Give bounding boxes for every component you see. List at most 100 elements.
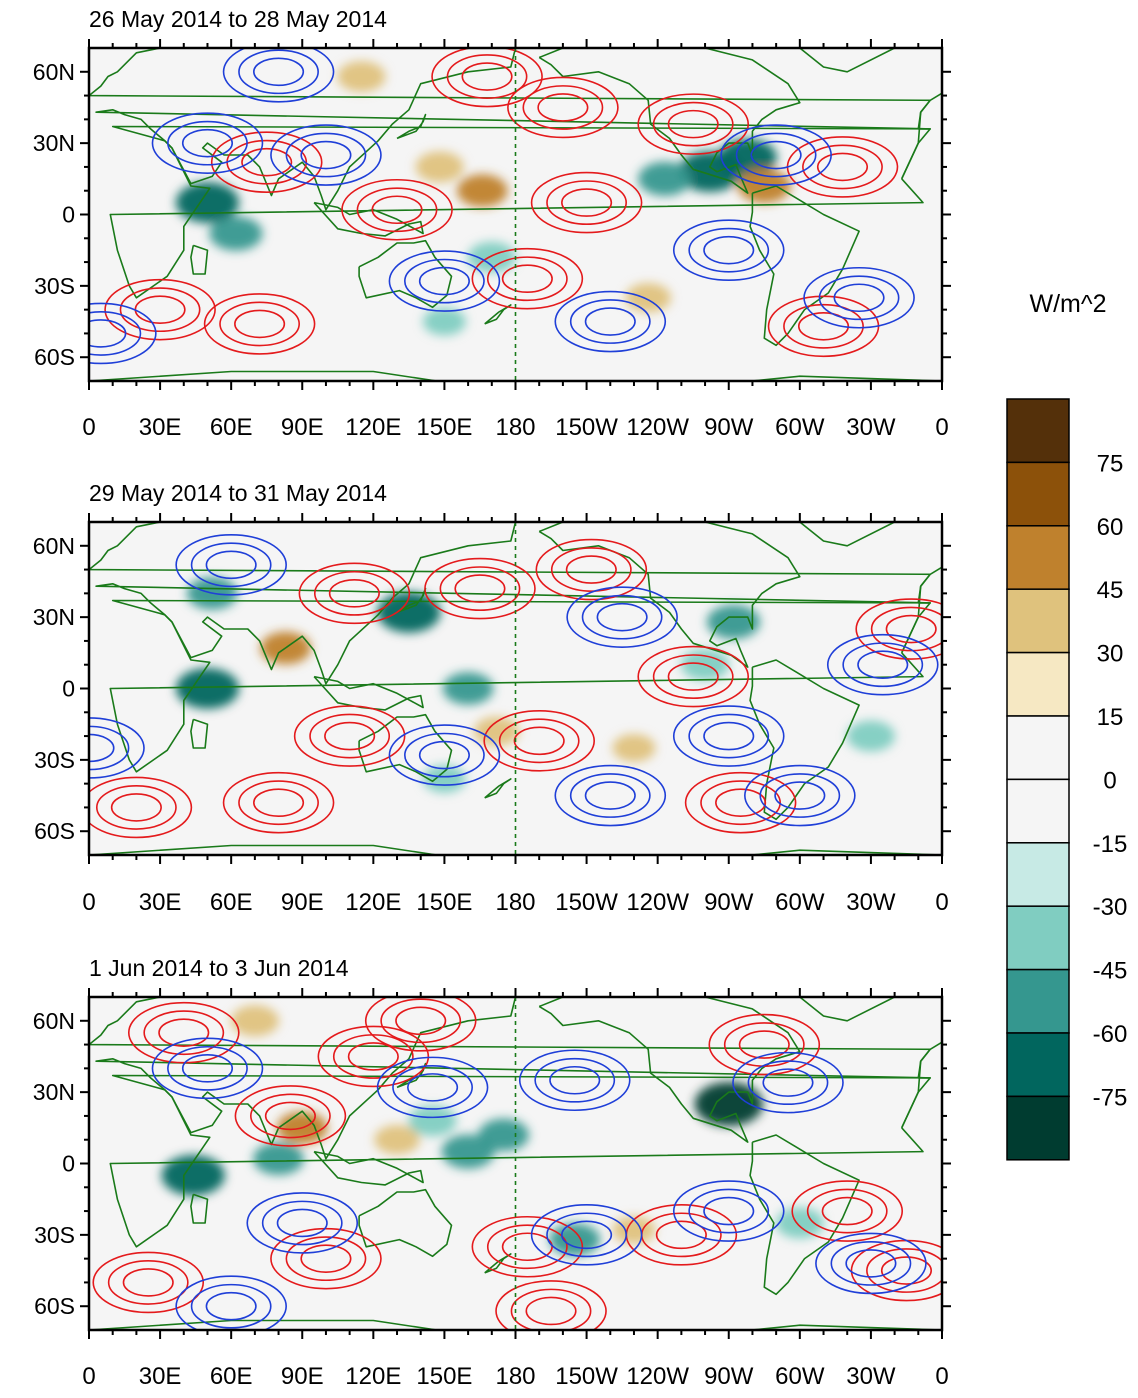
positive-contour-ring [234, 1085, 347, 1147]
negative-contour-ring [392, 1064, 473, 1110]
positive-contour-ring [501, 264, 553, 294]
colorbar: W/m^2 75 60 45 30 15 0 -15 -30 -45 -60 -75 [1006, 290, 1128, 1161]
colorbar-box [1006, 842, 1070, 907]
fill-anomaly [612, 1216, 656, 1244]
negative-contour-ring [554, 764, 667, 827]
positive-contour-ring [439, 566, 521, 612]
coastline-madagascar [190, 244, 209, 275]
panel-2-map [89, 522, 942, 855]
positive-contour-ring [522, 85, 604, 130]
y-tick-label: 60N [33, 59, 75, 85]
negative-contour-ring [89, 717, 145, 779]
positive-contour-ring [317, 1025, 430, 1088]
positive-contour-ring [107, 1260, 189, 1305]
coastline-samerica [749, 185, 860, 347]
positive-contour-ring [92, 1251, 205, 1314]
colorbar-box [1006, 588, 1070, 654]
negative-contour-ring [407, 1073, 459, 1102]
positive-contour-ring [498, 718, 580, 764]
positive-contour-ring [723, 1022, 805, 1067]
coastline-indonesia [313, 201, 424, 237]
positive-contour-ring [203, 293, 316, 355]
positive-contour-ring [371, 195, 423, 225]
colorbar-units: W/m^2 [1029, 290, 1106, 318]
negative-contour-ring [190, 542, 272, 588]
y-tick-label: 60N [33, 1008, 75, 1034]
y-tick-label: 30S [34, 273, 75, 299]
negative-contour-ring [404, 732, 485, 778]
fill-anomaly [625, 283, 672, 313]
x-tick-label: 60W [775, 1363, 825, 1390]
positive-contour-ring [222, 771, 335, 834]
negative-contour-ring [205, 1291, 257, 1321]
negative-contour-ring [190, 1283, 272, 1329]
positive-contour-ring [122, 1268, 174, 1297]
positive-contour-ring [234, 309, 286, 339]
negative-contour-ring [833, 283, 885, 313]
x-tick-label: 0 [935, 889, 948, 916]
positive-contour-ring [495, 1280, 607, 1330]
negative-contour-ring [584, 307, 636, 336]
positive-contour-ring [802, 144, 883, 190]
y-tick-label: 0 [62, 1151, 75, 1177]
fill-anomaly [230, 1005, 279, 1037]
y-tick-label: 60S [34, 1293, 75, 1319]
x-tick-label: 90W [704, 1363, 754, 1390]
fill-anomaly [442, 672, 494, 705]
positive-contour-ring [652, 654, 734, 700]
negative-contour-ring [167, 1045, 248, 1091]
coastline-australia [358, 239, 453, 309]
positive-contour-ring [219, 301, 300, 347]
positive-contour-ring [328, 579, 380, 608]
x-tick-label: 0 [82, 414, 95, 441]
x-tick-label: 60E [210, 889, 253, 916]
negative-contour-ring [857, 650, 909, 680]
positive-contour-ring [561, 188, 613, 217]
coastline-europe-wrap [900, 1041, 942, 1129]
negative-contour-ring [418, 740, 470, 770]
colorbar-label: -30 [1093, 894, 1128, 921]
positive-contour-ring [127, 1001, 240, 1064]
coastline-greenland [799, 522, 896, 547]
positive-contour-ring [309, 713, 391, 759]
negative-contour-ring [561, 1220, 613, 1250]
positive-contour-ring [486, 1224, 568, 1270]
negative-contour-ring [222, 48, 335, 103]
positive-contour-ring [535, 538, 648, 601]
coastline-namerica [538, 48, 801, 194]
positive-contour-ring [471, 1215, 584, 1278]
negative-contour-ring [672, 705, 785, 767]
negative-contour-ring [688, 1188, 770, 1234]
positive-contour-ring [510, 1288, 592, 1330]
negative-contour-ring [735, 132, 817, 178]
negative-contour-ring [747, 1060, 829, 1106]
positive-contour-ring [816, 152, 869, 182]
panel-3-ticks [80, 988, 951, 1339]
positive-contour-ring [667, 662, 719, 691]
x-tick-label: 120E [345, 414, 401, 441]
positive-contour-ring [313, 570, 395, 616]
negative-contour-ring [672, 1180, 785, 1242]
positive-contour-ring [324, 721, 376, 751]
coastline-indonesia [313, 1150, 424, 1186]
positive-contour-ring [530, 171, 643, 234]
negative-contour-ring [151, 1037, 264, 1100]
positive-contour-ring [715, 788, 767, 817]
positive-contour-ring [454, 574, 506, 603]
panel-2-x-tick-labels: 0 30E 60E 90E 120E 150E 180 150W 120W 90W 60W 30W 0 [82, 889, 948, 916]
colorbar-box [1006, 1095, 1070, 1161]
positive-contour-ring [806, 1188, 888, 1234]
positive-contour-ring [880, 1256, 933, 1285]
panel-2-ticks [80, 513, 951, 864]
negative-contour-ring [845, 1249, 897, 1278]
negative-contour-ring [246, 1192, 359, 1254]
coastline-australia [358, 713, 453, 783]
positive-contour-ring [119, 287, 201, 333]
positive-contour-ring [652, 101, 734, 147]
negative-contour-ring [404, 258, 485, 304]
positive-contour-ring [525, 1296, 577, 1326]
y-tick-label: 30N [33, 604, 75, 630]
positive-contour-ring [546, 180, 627, 226]
x-tick-label: 180 [495, 1363, 535, 1390]
negative-contour-ring [546, 1212, 627, 1258]
